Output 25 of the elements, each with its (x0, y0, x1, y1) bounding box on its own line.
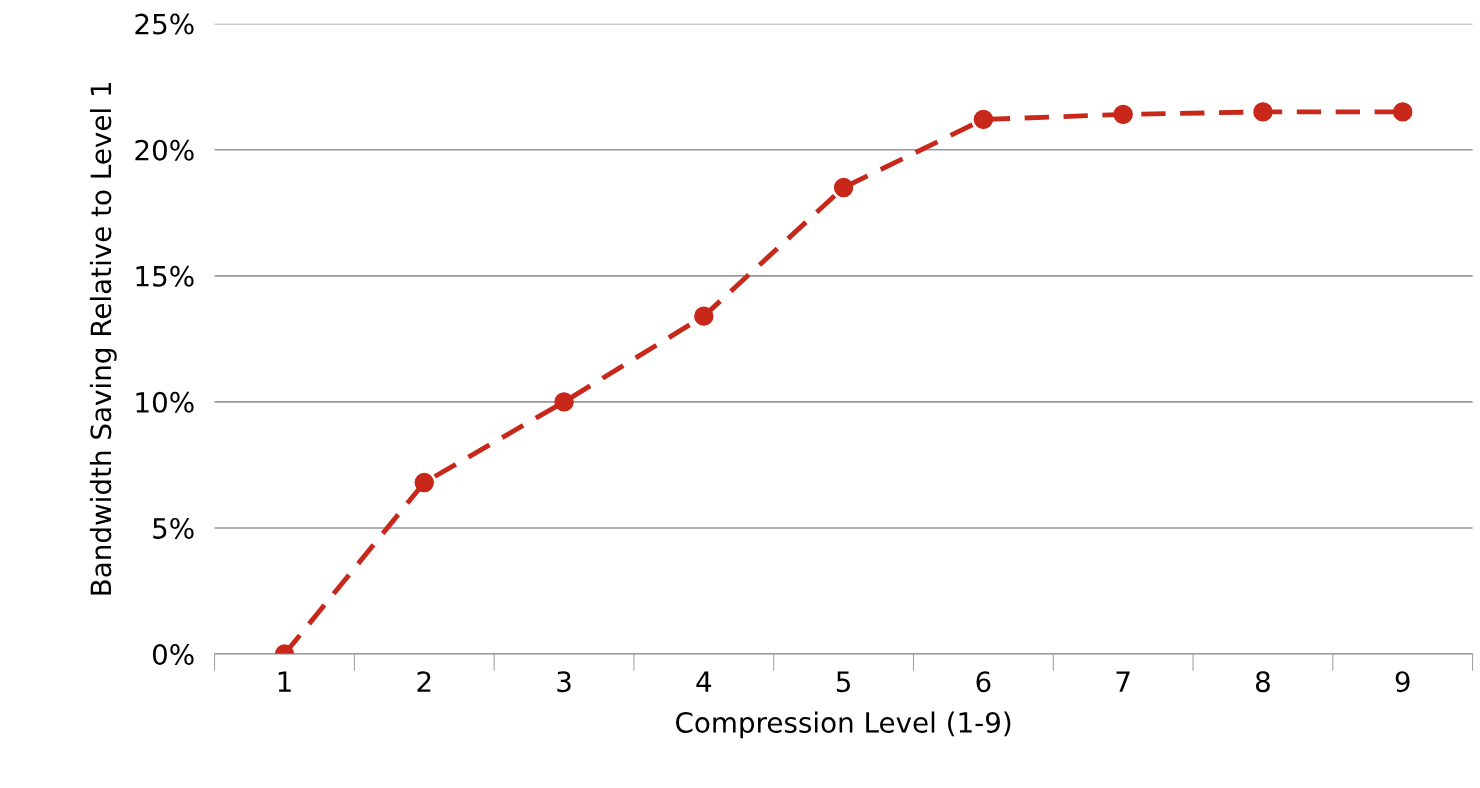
point (973, 109, 994, 130)
x-tick-label: 8 (1255, 671, 1270, 693)
point (833, 177, 854, 198)
y-tick-label: 0% (152, 643, 194, 665)
point (1253, 102, 1273, 122)
point (694, 306, 714, 326)
x-tick-label: 6 (976, 671, 991, 693)
point (414, 472, 434, 493)
y-tick-label: 20% (135, 139, 194, 161)
y-tick-label: 25% (135, 13, 194, 35)
point (554, 392, 574, 412)
x-tick-label: 9 (1395, 671, 1410, 693)
y-tick-label: 5% (153, 517, 194, 539)
x-tick-label: 3 (557, 671, 571, 693)
x-tick-label: 5 (836, 671, 851, 693)
point (1113, 104, 1133, 125)
y-tick-label: 15% (136, 265, 194, 287)
x-tick-label: 2 (417, 671, 431, 692)
x-axis-title: Compression Level (1-9) (676, 711, 1011, 739)
y-axis-title: Bandwidth Saving Relative to Level 1 (89, 82, 117, 595)
point (1392, 102, 1413, 122)
x-tick-label: 7 (1116, 671, 1130, 692)
y-tick-label: 10% (136, 391, 194, 413)
x-tick-label: 4 (696, 671, 712, 692)
x-tick-label: 1 (278, 671, 291, 692)
